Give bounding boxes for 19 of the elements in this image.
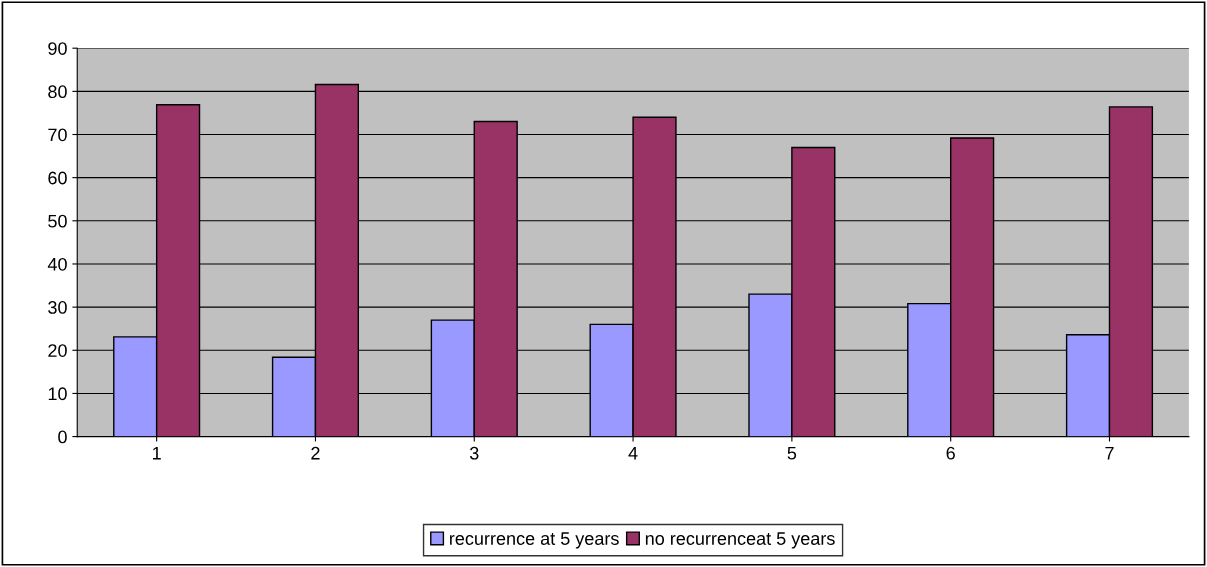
y-tick-label: 70 (48, 128, 67, 142)
x-tick-label: 6 (946, 446, 955, 460)
y-tick-label: 50 (48, 214, 67, 228)
x-tick-label: 3 (469, 446, 479, 460)
legend-label: recurrence at 5 years (450, 532, 619, 549)
y-tick-label: 0 (58, 430, 67, 444)
x-tick-label: 2 (311, 446, 320, 460)
y-tick-label: 80 (48, 85, 67, 99)
y-tick-label: 30 (48, 301, 67, 314)
x-tick-label: 1 (153, 446, 161, 460)
y-tick-label: 90 (48, 42, 67, 55)
y-tick-label: 60 (48, 171, 67, 185)
x-tick-label: 7 (1105, 446, 1114, 460)
legend-label: no recurrenceat 5 years (645, 532, 835, 549)
x-tick-label: 5 (787, 446, 797, 460)
y-tick-label: 40 (47, 257, 67, 271)
x-tick-label: 4 (628, 446, 638, 460)
y-tick-label: 10 (48, 387, 67, 401)
y-tick-label: 20 (48, 344, 67, 357)
